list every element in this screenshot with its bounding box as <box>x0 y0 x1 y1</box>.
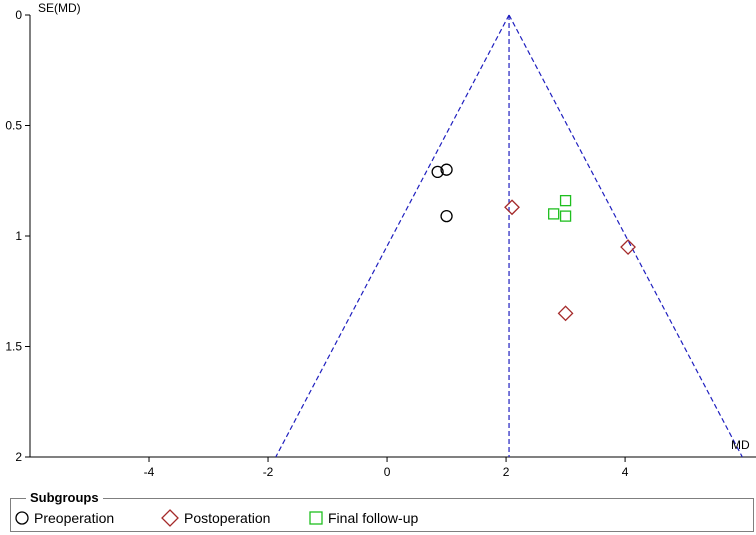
y-tick-label: 1.5 <box>5 340 22 354</box>
circle-marker-icon <box>15 511 29 525</box>
legend-label: Final follow-up <box>328 510 419 526</box>
y-tick-label: 1 <box>15 229 22 243</box>
legend-item-preoperation: Preoperation <box>14 508 114 528</box>
diamond-marker <box>504 199 520 216</box>
axes: 0 0.5 1 1.5 2 -4 -2 0 2 4 <box>5 8 756 479</box>
data-points <box>431 163 636 322</box>
circle-marker <box>440 209 453 223</box>
square-marker-icon <box>309 511 323 525</box>
x-axis-title: MD <box>731 438 750 452</box>
circle-marker <box>440 163 453 176</box>
funnel-right-limit <box>508 14 743 458</box>
diamond-marker <box>557 305 574 322</box>
x-tick-label: 0 <box>384 465 391 479</box>
legend-item-postoperation: Postoperation <box>160 508 270 528</box>
x-tick-label: -2 <box>263 465 274 479</box>
x-tick-label: -4 <box>144 465 155 479</box>
y-tick-label: 2 <box>15 450 22 464</box>
y-tick-label: 0.5 <box>5 119 22 133</box>
square-marker <box>559 194 572 207</box>
circle-marker <box>431 165 444 179</box>
legend-title: Subgroups <box>26 490 103 506</box>
legend-box <box>10 498 754 532</box>
square-marker <box>559 210 572 222</box>
square-marker <box>548 208 560 220</box>
x-tick-label: 2 <box>503 465 510 479</box>
y-tick-label: 0 <box>15 8 22 22</box>
legend-label: Postoperation <box>184 510 271 526</box>
funnel-plot: 0 0.5 1 1.5 2 -4 -2 0 2 4 SE(MD) MD <box>5 1 756 479</box>
funnel-left-limit <box>275 14 510 458</box>
x-tick-label: 4 <box>622 465 629 479</box>
y-axis-title: SE(MD) <box>38 1 81 15</box>
diamond-marker-icon <box>161 509 179 527</box>
legend-item-final-follow-up: Final follow-up <box>308 508 418 528</box>
funnel-lines <box>275 14 743 458</box>
diamond-marker <box>620 239 636 255</box>
legend-label: Preoperation <box>34 510 115 526</box>
